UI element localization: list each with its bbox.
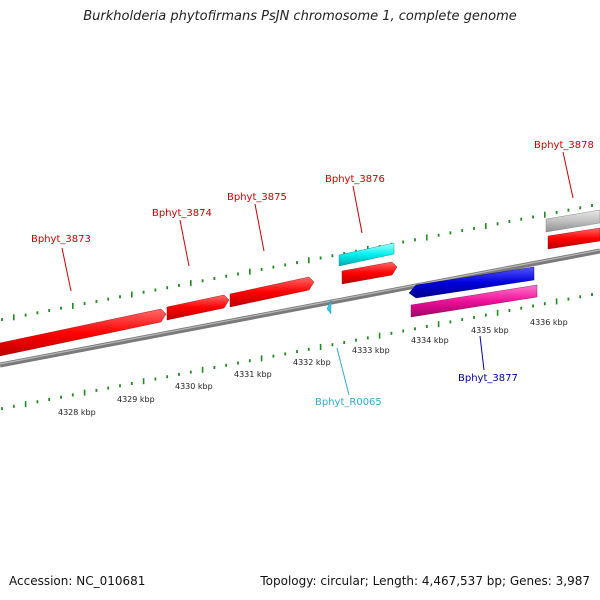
feature-bphyt-3878-cds[interactable] xyxy=(547,227,600,250)
accession-text: Accession: NC_010681 xyxy=(9,574,146,588)
kbp-label: 4332 kbp xyxy=(293,358,331,367)
genome-title: Burkholderia phytofirmans PsJN chromosom… xyxy=(83,9,517,24)
callout-line-bphyt-3873 xyxy=(61,247,72,292)
feature-bphyt-3877-gene[interactable] xyxy=(410,284,538,318)
genome-summary-text: Topology: circular; Length: 4,467,537 bp… xyxy=(260,574,590,588)
gene-label-bphyt-3877[interactable]: Bphyt_3877 xyxy=(458,373,518,384)
callout-line-bphyt-3876 xyxy=(352,185,363,234)
gene-label-bphyt-3878[interactable]: Bphyt_3878 xyxy=(534,140,594,151)
genome-backbone xyxy=(0,248,600,368)
kbp-label: 4331 kbp xyxy=(234,370,272,379)
callout-line-bphyt-3878 xyxy=(562,151,574,199)
tick-row-lower xyxy=(1,293,593,411)
callout-line-bphyt-3877 xyxy=(479,335,485,371)
tick-row-upper xyxy=(1,204,593,322)
kbp-label: 4333 kbp xyxy=(352,346,390,355)
gene-label-bphyt-3873[interactable]: Bphyt_3873 xyxy=(31,234,91,245)
feature-bphyt-3876-cds[interactable] xyxy=(341,261,398,285)
kbp-label: 4336 kbp xyxy=(530,318,568,327)
gene-label-bphyt-3875[interactable]: Bphyt_3875 xyxy=(227,192,287,203)
feature-bphyt-3876-gene[interactable] xyxy=(338,242,395,267)
kbp-label: 4330 kbp xyxy=(175,382,213,391)
gene-label-bphyt-3876[interactable]: Bphyt_3876 xyxy=(325,174,385,185)
feature-bphyt-3874[interactable] xyxy=(166,294,230,321)
kbp-label: 4329 kbp xyxy=(117,395,155,404)
genome-backbone-highlight xyxy=(0,249,600,365)
feature-bphyt-3877-cds[interactable] xyxy=(408,266,535,299)
feature-bphyt-3878-gene[interactable] xyxy=(545,209,600,233)
gene-label-bphyt-3874[interactable]: Bphyt_3874 xyxy=(152,208,212,219)
callout-line-bphyt-3875 xyxy=(254,203,265,252)
callout-line-bphyt-r0065 xyxy=(336,347,350,396)
callout-line-bphyt-3874 xyxy=(179,219,190,267)
gene-label-bphyt-r0065[interactable]: Bphyt_R0065 xyxy=(315,397,382,408)
feature-bphyt-r0065[interactable] xyxy=(326,299,332,315)
kbp-label: 4335 kbp xyxy=(471,326,509,335)
kbp-label: 4328 kbp xyxy=(58,408,96,417)
feature-bphyt-3873[interactable] xyxy=(0,308,167,357)
kbp-label: 4334 kbp xyxy=(411,336,449,345)
feature-bphyt-3875[interactable] xyxy=(229,276,315,308)
